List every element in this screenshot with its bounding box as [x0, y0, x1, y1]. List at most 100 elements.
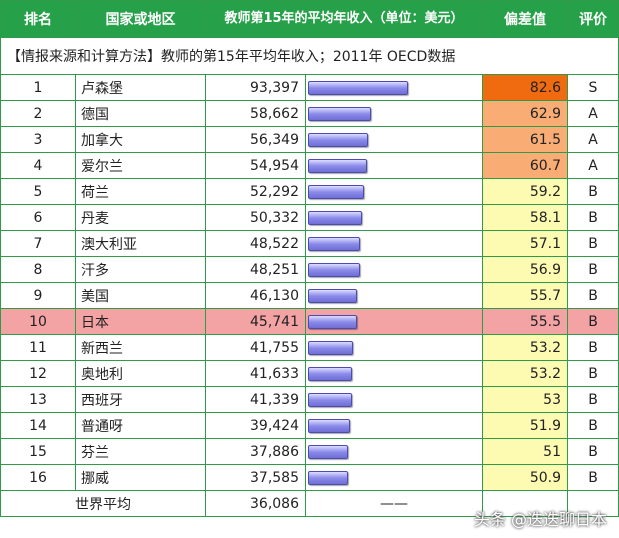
world-average-income: 36,086: [205, 490, 306, 517]
header-row: 排名 国家或地区 教师第15年的平均年收入（单位：美元） 偏差值 评价: [0, 0, 619, 38]
grade-header: 评价: [567, 0, 619, 38]
income-cell: 41,633: [205, 360, 306, 387]
income-bar-cell: [305, 412, 483, 439]
table-row: 4 爱尔兰 54,954 60.7 A: [0, 152, 619, 179]
table-row: 10 日本 45,741 55.5 B: [0, 308, 619, 335]
score-cell: 51.9: [482, 412, 568, 439]
income-bar: [308, 210, 362, 225]
income-cell: 45,741: [205, 308, 306, 335]
table-row: 12 奥地利 41,633 53.2 B: [0, 360, 619, 387]
watermark: 头条 @迭迭聊日本: [473, 510, 607, 529]
income-bar: [308, 236, 360, 251]
income-cell: 37,886: [205, 438, 306, 465]
teacher-income-table: 排名 国家或地区 教师第15年的平均年收入（单位：美元） 偏差值 评价 【情报来…: [0, 0, 619, 517]
income-bar-cell: [305, 256, 483, 283]
grade-cell: B: [567, 204, 619, 231]
table-row: 13 西班牙 41,339 53 B: [0, 386, 619, 413]
score-cell: 59.2: [482, 178, 568, 205]
income-bar: [308, 184, 364, 199]
score-cell: 57.1: [482, 230, 568, 257]
grade-cell: B: [567, 386, 619, 413]
country-cell: 奥地利: [75, 360, 206, 387]
country-cell: 德国: [75, 100, 206, 127]
grade-cell: A: [567, 126, 619, 153]
score-cell: 53.2: [482, 334, 568, 361]
income-bar-cell: [305, 152, 483, 179]
income-bar-cell: [305, 204, 483, 231]
grade-cell: A: [567, 152, 619, 179]
table-row: 8 汗多 48,251 56.9 B: [0, 256, 619, 283]
score-cell: 51: [482, 438, 568, 465]
world-average-row: 世界平均 36,086 ——: [0, 490, 619, 517]
country-cell: 芬兰: [75, 438, 206, 465]
rank-cell: 6: [0, 204, 76, 231]
rank-cell: 12: [0, 360, 76, 387]
table-row: 2 德国 58,662 62.9 A: [0, 100, 619, 127]
income-bar: [308, 470, 349, 485]
country-cell: 西班牙: [75, 386, 206, 413]
score-cell: 56.9: [482, 256, 568, 283]
income-bar-cell: [305, 386, 483, 413]
score-cell: 55.7: [482, 282, 568, 309]
income-bar-cell: [305, 74, 483, 101]
grade-cell: B: [567, 256, 619, 283]
country-cell: 加拿大: [75, 126, 206, 153]
country-cell: 爱尔兰: [75, 152, 206, 179]
score-cell: 82.6: [482, 74, 568, 101]
country-header: 国家或地区: [75, 0, 206, 38]
income-bar-cell: [305, 334, 483, 361]
income-bar: [308, 288, 358, 303]
income-cell: 56,349: [205, 126, 306, 153]
table-row: 16 挪威 37,585 50.9 B: [0, 464, 619, 491]
table-row: 5 荷兰 52,292 59.2 B: [0, 178, 619, 205]
grade-cell: B: [567, 438, 619, 465]
score-cell: 55.5: [482, 308, 568, 335]
income-header: 教师第15年的平均年收入（单位：美元）: [205, 0, 483, 38]
grade-cell: S: [567, 74, 619, 101]
income-bar: [308, 80, 408, 95]
income-cell: 54,954: [205, 152, 306, 179]
rank-cell: 5: [0, 178, 76, 205]
income-bar: [308, 444, 349, 459]
world-average-bar-placeholder: ——: [305, 490, 483, 517]
rank-cell: 14: [0, 412, 76, 439]
rank-header: 排名: [0, 0, 76, 38]
income-bar: [308, 158, 367, 173]
table-body: 【情报来源和计算方法】教师的第15年平均年收入；2011年 OECD数据 1 卢森…: [0, 37, 619, 491]
table-row: 11 新西兰 41,755 53.2 B: [0, 334, 619, 361]
grade-cell: B: [567, 230, 619, 257]
income-cell: 50,332: [205, 204, 306, 231]
score-cell: 58.1: [482, 204, 568, 231]
table-row: 3 加拿大 56,349 61.5 A: [0, 126, 619, 153]
grade-cell: A: [567, 100, 619, 127]
rank-cell: 7: [0, 230, 76, 257]
rank-cell: 1: [0, 74, 76, 101]
income-cell: 93,397: [205, 74, 306, 101]
rank-cell: 2: [0, 100, 76, 127]
income-bar-cell: [305, 100, 483, 127]
score-cell: 62.9: [482, 100, 568, 127]
income-bar: [308, 106, 371, 121]
rank-cell: 15: [0, 438, 76, 465]
country-cell: 挪威: [75, 464, 206, 491]
table-row: 14 普通呀 39,424 51.9 B: [0, 412, 619, 439]
score-cell: 50.9: [482, 464, 568, 491]
table-row: 7 澳大利亚 48,522 57.1 B: [0, 230, 619, 257]
rank-cell: 8: [0, 256, 76, 283]
income-bar-cell: [305, 464, 483, 491]
rank-cell: 9: [0, 282, 76, 309]
income-cell: 39,424: [205, 412, 306, 439]
score-cell: 53: [482, 386, 568, 413]
country-cell: 汗多: [75, 256, 206, 283]
income-cell: 46,130: [205, 282, 306, 309]
income-cell: 37,585: [205, 464, 306, 491]
income-bar-cell: [305, 178, 483, 205]
score-header: 偏差值: [482, 0, 568, 38]
income-bar: [308, 418, 351, 433]
income-bar: [308, 314, 357, 329]
world-average-score-empty: [482, 490, 568, 517]
grade-cell: B: [567, 178, 619, 205]
source-note-row: 【情报来源和计算方法】教师的第15年平均年收入；2011年 OECD数据: [0, 37, 619, 75]
income-cell: 41,339: [205, 386, 306, 413]
